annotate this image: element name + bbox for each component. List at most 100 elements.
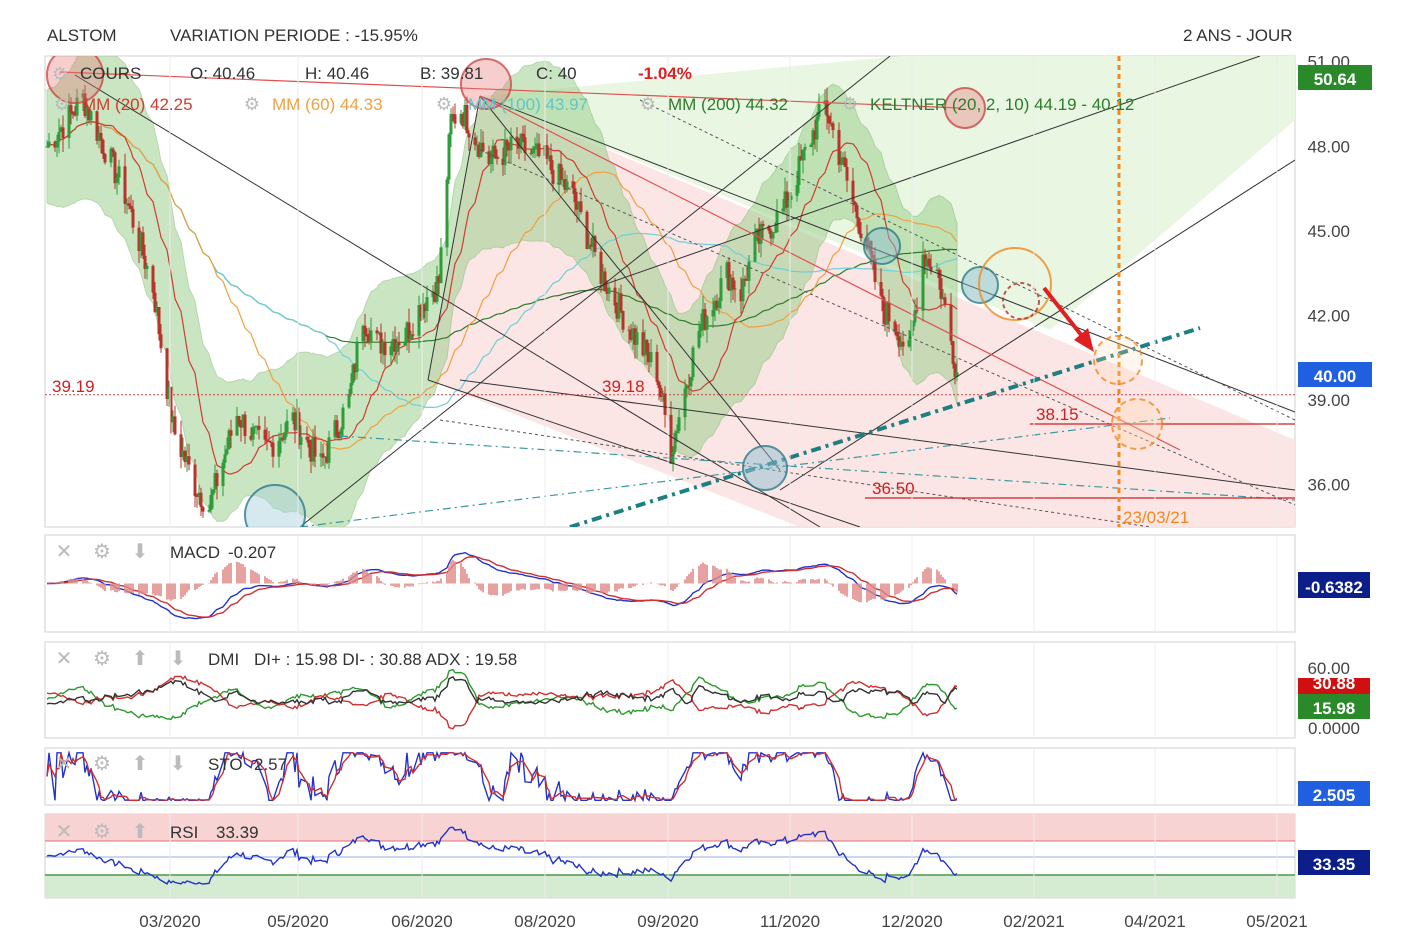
candle-body xyxy=(535,143,539,147)
candle-body xyxy=(323,456,327,458)
candle-body xyxy=(453,114,457,124)
candle-body xyxy=(139,232,143,251)
candle-body xyxy=(537,143,541,156)
candle-body xyxy=(215,473,219,487)
candle-body xyxy=(459,113,463,124)
candle-body xyxy=(713,300,717,310)
candle-body xyxy=(83,93,87,117)
trend-line xyxy=(299,56,891,527)
candle-body xyxy=(85,107,89,117)
candle-body xyxy=(573,188,577,203)
candle-body xyxy=(657,381,661,388)
candle-body xyxy=(785,191,789,208)
candle-body xyxy=(445,179,449,248)
trend-line xyxy=(459,379,1295,491)
candle-body xyxy=(687,385,691,387)
candle-body xyxy=(599,251,603,284)
macd-layer xyxy=(46,551,958,620)
candle-body xyxy=(221,462,225,487)
candle-body xyxy=(603,271,607,292)
candle-body xyxy=(743,278,747,280)
candle-body xyxy=(391,339,395,347)
candle-body xyxy=(243,414,247,437)
x-tick-label: 11/2020 xyxy=(760,912,820,931)
top-right-circle xyxy=(944,87,986,129)
dmi-adx xyxy=(46,676,958,705)
panel-icon: ✕ xyxy=(56,541,73,563)
candle-body xyxy=(411,334,415,336)
candle-body xyxy=(421,304,425,318)
rsi-oversold-zone xyxy=(45,875,1295,898)
candle-body xyxy=(101,139,105,155)
candle-body xyxy=(473,137,477,145)
candle-body xyxy=(281,437,285,440)
symbol-title: ALSTOM xyxy=(47,26,117,45)
x-tick-label: 09/2020 xyxy=(637,912,698,931)
candle-body xyxy=(291,412,295,421)
candle-body xyxy=(157,307,161,335)
candle-body xyxy=(123,166,127,204)
macd-signal-line xyxy=(47,556,958,618)
candle-body xyxy=(435,276,439,302)
candle-body xyxy=(613,287,617,306)
candle-body xyxy=(715,300,719,308)
candle-body xyxy=(425,297,429,312)
period-variation: VARIATION PERIODE : -15.95% xyxy=(170,26,418,45)
candle-body xyxy=(617,293,621,319)
candle-body xyxy=(579,201,583,212)
gear-icon: ⚙ xyxy=(52,64,68,84)
candle-body xyxy=(213,473,217,490)
sto-layer xyxy=(46,750,958,803)
candle-body xyxy=(901,341,905,347)
candle-body xyxy=(911,322,915,331)
candle-body xyxy=(235,416,239,436)
candle-body xyxy=(167,386,171,400)
sto-value: 2.57 xyxy=(254,755,287,774)
candle-body xyxy=(363,325,367,334)
candle-body xyxy=(645,339,649,353)
candle-body xyxy=(183,450,187,463)
teal-line-3 xyxy=(299,417,1171,527)
rsi-value: 33.39 xyxy=(216,823,259,842)
candle-body xyxy=(55,140,59,148)
candle-body xyxy=(59,127,63,133)
candle-body xyxy=(853,201,857,206)
badge-macd-bg xyxy=(1298,572,1370,598)
candle-body xyxy=(955,372,959,378)
red-arrow-shaft xyxy=(1042,286,1088,343)
main-layer xyxy=(45,56,1295,527)
candle-body xyxy=(293,412,297,431)
teal-support-line xyxy=(569,326,1201,527)
candle-body xyxy=(941,297,945,299)
candle-body xyxy=(153,292,157,313)
candle-body xyxy=(377,332,381,334)
candle-body xyxy=(881,295,885,312)
candle-body xyxy=(621,310,625,330)
candle-body xyxy=(669,414,673,464)
panel-icon: ⚙ xyxy=(93,648,111,670)
orange-dashed-circle-1 xyxy=(1093,335,1143,385)
candle-body xyxy=(601,271,605,284)
candle-body xyxy=(559,164,563,180)
x-tick-label: 06/2020 xyxy=(391,912,452,931)
candle-body xyxy=(641,332,645,356)
candle-body xyxy=(53,141,57,148)
candle-body xyxy=(815,116,819,140)
candle-body xyxy=(309,447,313,462)
candle-body xyxy=(675,431,679,433)
candle-body xyxy=(467,133,471,138)
period-label[interactable]: 2 ANS - JOUR xyxy=(1183,26,1293,45)
candle-body xyxy=(505,139,509,147)
candle-body xyxy=(327,437,331,463)
legend-keltner: KELTNER (20, 2, 10) 44.19 - 40.12 xyxy=(870,95,1134,114)
candle-body xyxy=(529,152,533,154)
candle-body xyxy=(501,158,505,166)
gear-icon: ⚙ xyxy=(842,94,858,114)
candle-body xyxy=(855,205,859,219)
candle-body xyxy=(209,494,213,510)
candle-body xyxy=(185,456,189,463)
y-tick-label: 42.00 xyxy=(1307,306,1350,325)
badge-last-price-bg xyxy=(1298,362,1372,387)
rsi-overbought-zone xyxy=(45,814,1295,841)
trend-line xyxy=(479,95,1295,413)
